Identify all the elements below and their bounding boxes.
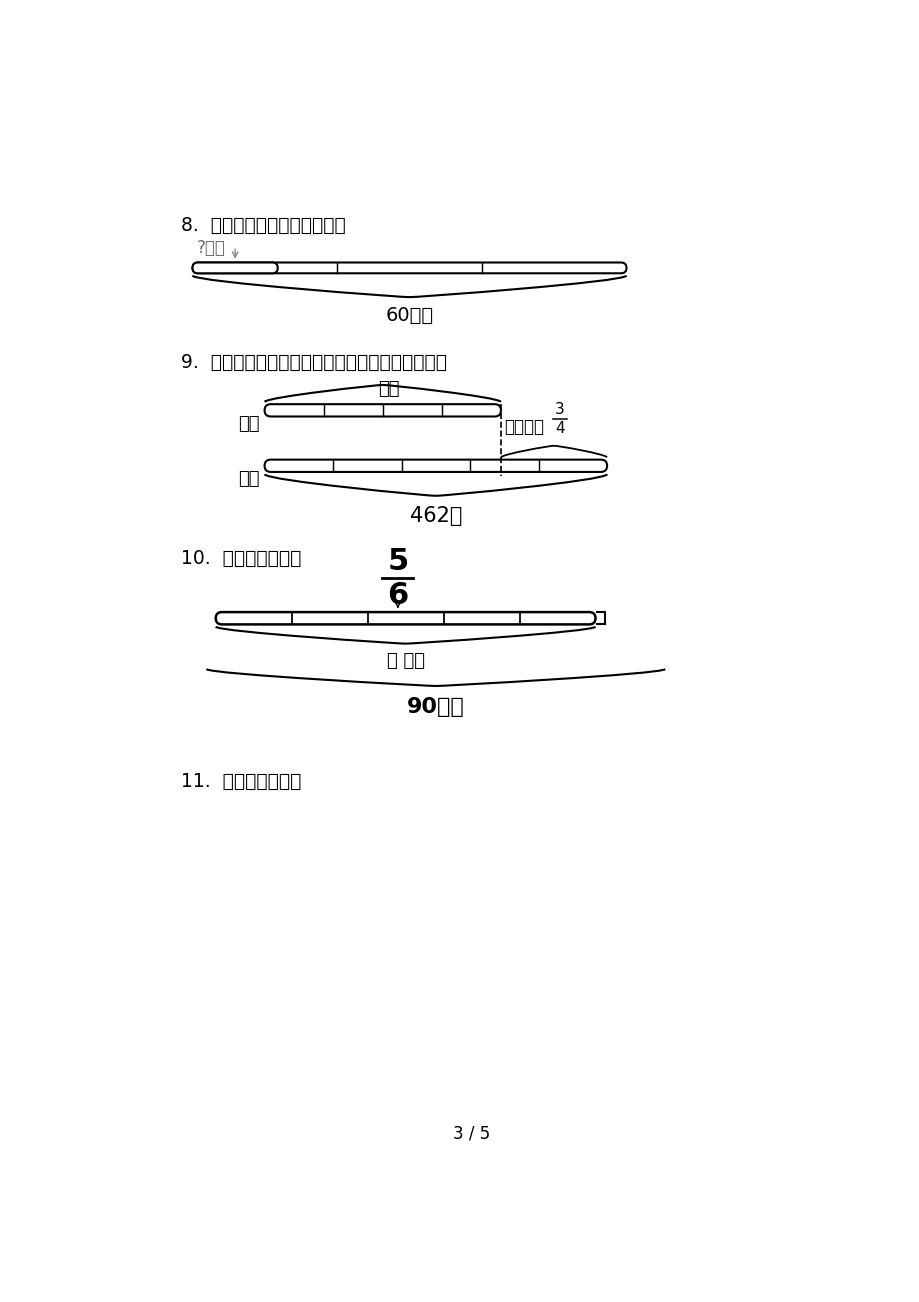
Text: ?千克: ?千克 (196, 238, 225, 256)
FancyBboxPatch shape (192, 263, 626, 273)
Text: 11.  看图列式计算。: 11. 看图列式计算。 (181, 772, 301, 792)
Text: 10.  看图列式计算。: 10. 看图列式计算。 (181, 549, 301, 568)
Text: 女生: 女生 (238, 470, 260, 488)
Text: 3 / 5: 3 / 5 (452, 1125, 490, 1143)
Text: 9.  看图解决问题，只列综合算式或方程，不计算。: 9. 看图解决问题，只列综合算式或方程，不计算。 (181, 353, 447, 371)
Text: 462人: 462人 (409, 505, 461, 526)
FancyBboxPatch shape (265, 404, 501, 417)
Text: 6: 6 (387, 581, 408, 609)
Text: 3: 3 (554, 402, 564, 417)
Text: 60千克: 60千克 (385, 306, 433, 324)
FancyBboxPatch shape (265, 460, 607, 471)
Text: ？人: ？人 (378, 380, 399, 397)
Text: 4: 4 (554, 421, 564, 436)
FancyBboxPatch shape (192, 263, 278, 273)
Text: 90千米: 90千米 (406, 697, 464, 717)
Text: 5: 5 (387, 547, 408, 575)
Text: 男生: 男生 (238, 415, 260, 434)
Text: 8.  看图列综合算式，不计算。: 8. 看图列综合算式，不计算。 (181, 216, 346, 236)
Text: 比男生多: 比男生多 (504, 418, 543, 436)
Text: ？ 千米: ？ 千米 (386, 652, 425, 671)
FancyBboxPatch shape (216, 612, 595, 625)
